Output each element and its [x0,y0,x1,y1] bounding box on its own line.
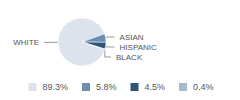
svg-text:HISPANIC: HISPANIC [120,43,157,52]
svg-text:WHITE: WHITE [13,38,39,47]
svg-text:4.5%: 4.5% [145,82,166,92]
svg-text:0.4%: 0.4% [193,82,214,92]
svg-text:5.8%: 5.8% [96,82,117,92]
svg-text:89.3%: 89.3% [42,82,68,92]
svg-text:ASIAN: ASIAN [120,33,144,42]
svg-text:BLACK: BLACK [116,53,143,62]
